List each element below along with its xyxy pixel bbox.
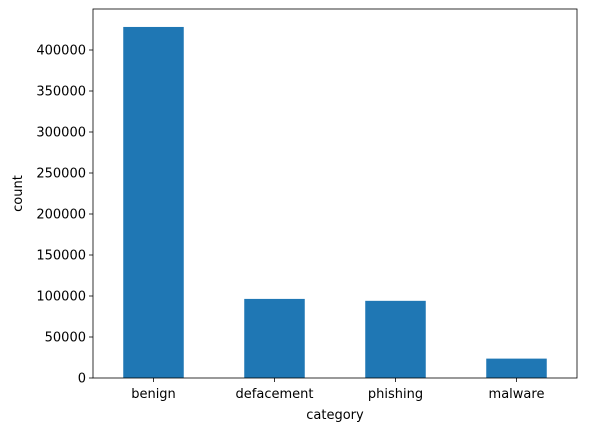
y-tick-label: 300000: [36, 126, 86, 141]
bar-benign: [123, 26, 184, 379]
bar-phishing: [365, 300, 426, 378]
y-tick-label: 400000: [36, 44, 86, 59]
bar-malware: [486, 358, 547, 378]
x-tick-label: malware: [489, 387, 545, 402]
bar-defacement: [244, 298, 305, 378]
plot-frame: [92, 8, 578, 379]
x-axis-ticks: benign defacement phishing malware: [131, 378, 544, 402]
y-tick-label: 350000: [36, 85, 86, 100]
x-axis-label: category: [306, 408, 364, 423]
bars-layer: [123, 26, 547, 379]
y-axis-ticks: 0 50000 100000 150000 200000 250000 300000 3500…: [36, 44, 93, 387]
y-tick-label: 200000: [36, 208, 86, 223]
x-tick-label: phishing: [368, 387, 423, 402]
y-tick-label: 50000: [45, 331, 86, 346]
x-tick-label: benign: [131, 387, 176, 402]
y-tick-label: 100000: [36, 290, 86, 305]
y-tick-label: 150000: [36, 249, 86, 264]
y-axis-label: count: [11, 175, 26, 212]
y-tick-label: 0: [78, 372, 86, 387]
y-tick-label: 250000: [36, 167, 86, 182]
x-tick-label: defacement: [236, 387, 314, 402]
